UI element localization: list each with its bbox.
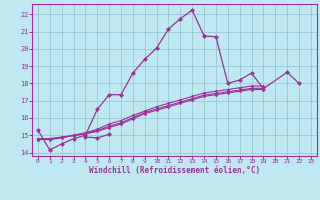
X-axis label: Windchill (Refroidissement éolien,°C): Windchill (Refroidissement éolien,°C) — [89, 166, 260, 175]
